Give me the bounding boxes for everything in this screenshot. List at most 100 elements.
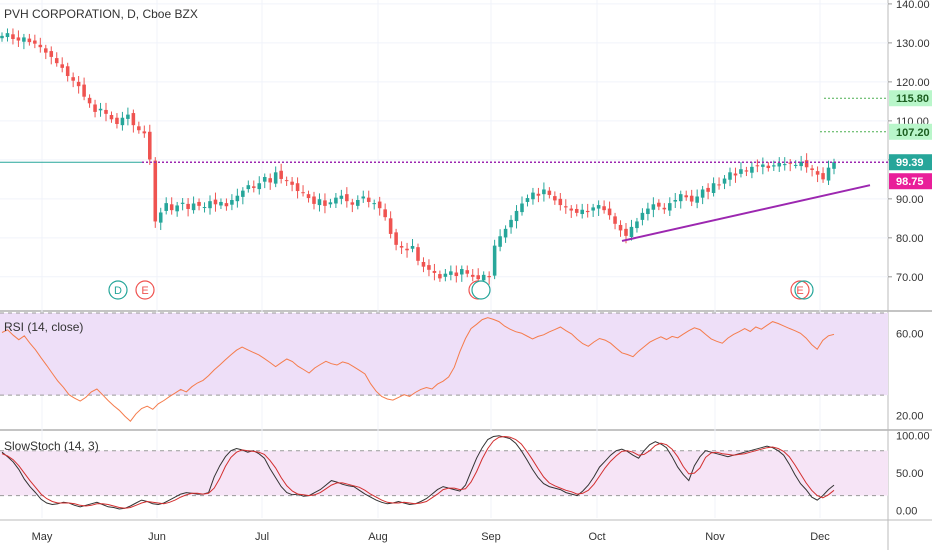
stoch-tick-label: 50.00 — [896, 468, 924, 480]
candle-body — [564, 206, 568, 208]
x-tick-label: Jun — [148, 531, 166, 543]
candle-body — [290, 181, 294, 185]
candle-body — [213, 199, 218, 205]
candle-body — [164, 203, 168, 211]
candle-body — [44, 48, 48, 53]
rsi-tick-label: 20.00 — [896, 411, 924, 423]
price-label-text: 107.20 — [896, 127, 930, 139]
candle-body — [60, 64, 64, 68]
candle-body — [87, 97, 92, 104]
candle-body — [678, 194, 683, 202]
stoch-tick-label: 0.00 — [896, 506, 917, 518]
y-tick-label: 90.00 — [896, 194, 924, 206]
y-tick-label: 80.00 — [896, 233, 924, 245]
candle-body — [257, 183, 262, 190]
candle-body — [629, 226, 634, 238]
candle-body — [22, 37, 26, 42]
candle-body — [208, 201, 212, 209]
candle-body — [169, 204, 174, 211]
candle-body — [832, 162, 836, 169]
candle-body — [531, 192, 535, 200]
candle-body — [54, 58, 59, 64]
candle-body — [175, 205, 179, 212]
price-label-text: 115.80 — [896, 93, 929, 105]
rsi-tick-label: 60.00 — [896, 329, 924, 341]
candle-body — [273, 172, 278, 184]
candle-body — [16, 37, 21, 41]
candle-body — [793, 164, 798, 166]
event-mark-circle — [108, 280, 128, 300]
candle-body — [131, 113, 136, 126]
candle-body — [766, 165, 771, 169]
price-label-bg — [889, 90, 932, 107]
candle-body — [711, 183, 716, 193]
candle-body — [618, 224, 623, 231]
rsi-band — [0, 312, 888, 396]
candle-body — [235, 195, 240, 202]
candle-body — [372, 203, 376, 205]
candle-body — [191, 203, 196, 211]
price-labels: 115.80 107.20 99.39 98.75 — [889, 90, 932, 190]
candle-body — [361, 196, 366, 199]
event-marks: DEEE — [108, 280, 814, 300]
candle-body — [241, 190, 245, 197]
time-axis[interactable]: May Jun Jul Aug Sep Oct Nov Dec — [32, 531, 831, 543]
stoch-k-line — [1, 435, 835, 510]
candle-body — [421, 261, 426, 267]
candle-body — [334, 197, 338, 204]
x-tick-label: Jul — [255, 531, 269, 543]
candle-body — [0, 35, 4, 39]
x-tick-label: Oct — [588, 531, 605, 543]
candle-body — [509, 219, 513, 228]
candle-body — [733, 173, 738, 176]
candle-body — [585, 210, 590, 213]
candle-body — [328, 202, 333, 205]
candle-body — [449, 271, 453, 275]
candle-body — [295, 183, 300, 192]
candle-body — [148, 131, 152, 160]
candle-body — [366, 197, 371, 202]
candle-body — [230, 200, 234, 205]
candle-body — [443, 273, 448, 277]
candle-body — [624, 228, 628, 236]
price-label-bg — [889, 123, 932, 140]
candle-body — [76, 81, 81, 87]
chart-title: PVH CORPORATION, D, Cboe BZX — [4, 7, 198, 21]
candle-body — [810, 168, 814, 170]
x-tick-label: Sep — [481, 531, 501, 543]
stoch-band — [0, 450, 888, 497]
candle-body — [323, 200, 327, 206]
stoch-series — [1, 435, 835, 510]
candle-body — [224, 203, 229, 207]
candle-body — [427, 265, 431, 270]
candle-body — [246, 185, 251, 190]
candle-body — [202, 207, 207, 209]
candle-body — [815, 171, 820, 175]
price-label-text: 99.39 — [896, 157, 924, 169]
candle-body — [706, 187, 710, 192]
candle-body — [476, 275, 480, 280]
candle-body — [492, 245, 497, 276]
candle-body — [65, 66, 70, 77]
candle-body — [262, 177, 267, 182]
x-tick-label: May — [32, 531, 53, 543]
x-tick-label: Nov — [705, 531, 725, 543]
candle-body — [470, 274, 475, 277]
candle-body — [607, 208, 612, 216]
event-mark-label: D — [114, 285, 122, 297]
candle-body — [553, 196, 557, 201]
candle-body — [394, 232, 398, 245]
candle-body — [481, 274, 486, 281]
y-tick-label: 140.00 — [896, 0, 930, 11]
candle-body — [454, 272, 459, 277]
candle-body — [120, 117, 125, 126]
candle-body — [82, 84, 86, 97]
price-levels — [0, 97, 888, 242]
candle-body — [180, 202, 185, 204]
candle-body — [416, 247, 420, 261]
candle-body — [93, 104, 97, 112]
candle-body — [536, 193, 541, 196]
candlestick-series — [0, 28, 836, 287]
candle-body — [591, 207, 595, 211]
